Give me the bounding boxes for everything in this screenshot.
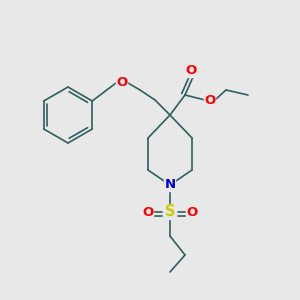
Text: O: O — [185, 64, 197, 77]
Text: O: O — [204, 94, 216, 106]
Text: O: O — [116, 76, 128, 89]
Text: N: N — [164, 178, 175, 191]
Text: O: O — [186, 206, 198, 218]
Text: S: S — [165, 205, 175, 220]
Text: O: O — [142, 206, 154, 218]
